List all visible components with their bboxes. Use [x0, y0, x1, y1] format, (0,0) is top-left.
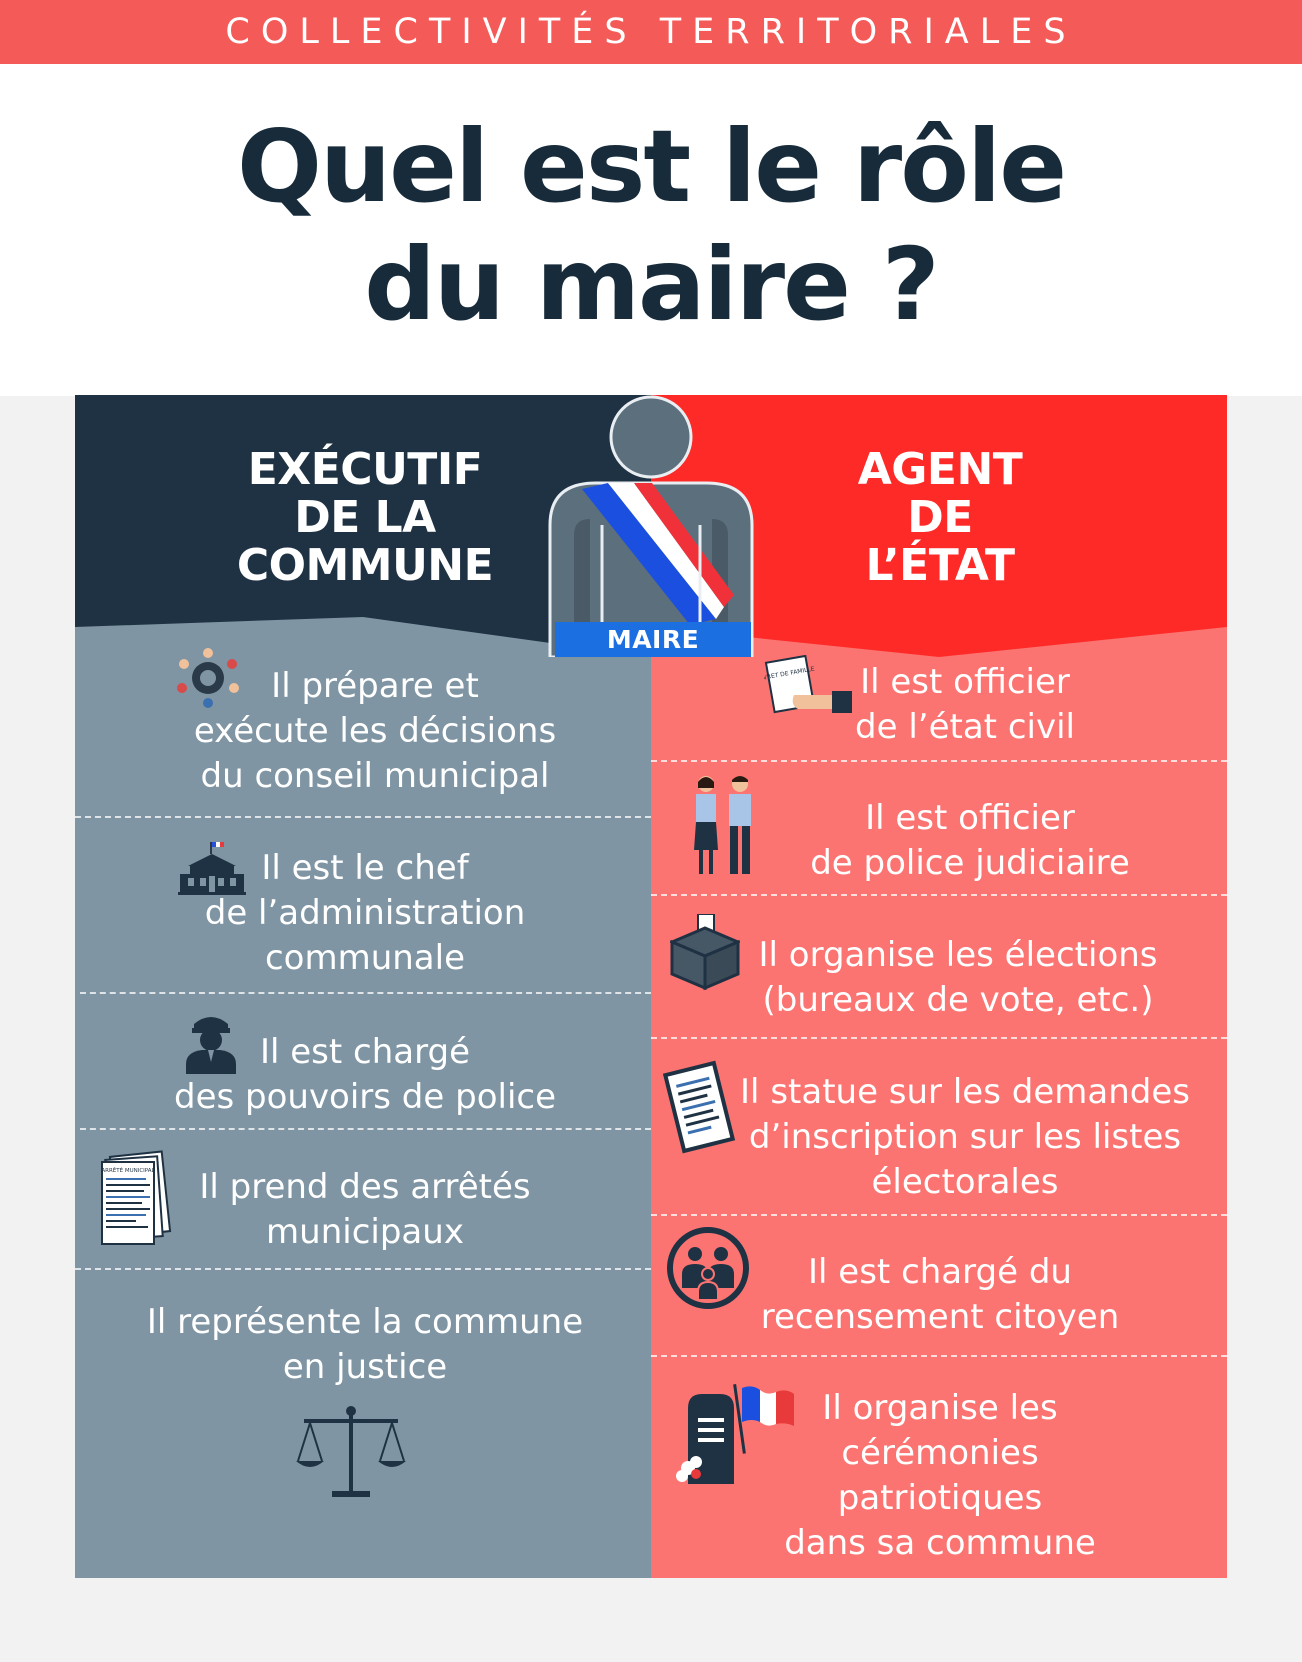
right-item-text: cérémonies [841, 1433, 1039, 1473]
left-item-text: en justice [282, 1347, 448, 1387]
left-heading-line: EXÉCUTIF [247, 444, 483, 495]
divider [80, 1128, 651, 1130]
right-item-text: Il organise les élections [758, 935, 1158, 975]
column-headers [75, 395, 1227, 657]
divider [651, 1355, 1227, 1357]
ballot-box-icon [670, 914, 740, 990]
left-heading-line: COMMUNE [236, 540, 494, 591]
left-item-text: Il représente la commune [146, 1302, 584, 1342]
police-officers-icon [694, 776, 751, 874]
divider [651, 1214, 1227, 1216]
category-banner: COLLECTIVITÉS TERRITORIALES [0, 0, 1302, 64]
left-item-text: Il prend des arrêtés [199, 1167, 531, 1207]
family-booklet-icon: LIVRET DE FAMILLE [764, 655, 852, 714]
right-item-text: Il est chargé du [808, 1252, 1072, 1292]
right-item-text: d’inscription sur les listes [748, 1117, 1182, 1157]
right-item-text: recensement citoyen [760, 1297, 1120, 1337]
right-heading: AGENT DE L’ÉTAT [790, 446, 1090, 590]
right-item-text: Il organise les [822, 1388, 1058, 1428]
electoral-list-icon [662, 1060, 736, 1154]
divider [651, 760, 1227, 762]
right-item-text: de police judiciaire [810, 843, 1130, 883]
left-heading: EXÉCUTIF DE LA COMMUNE [185, 446, 545, 590]
mayor-icon [548, 395, 754, 657]
memorial-flag-icon [676, 1384, 794, 1484]
right-heading-line: DE [907, 492, 973, 543]
left-item-text: Il est le chef [261, 848, 469, 888]
right-item-text: patriotiques [837, 1478, 1043, 1518]
right-item-text: Il est officier [860, 662, 1070, 702]
left-item-text: exécute les décisions [193, 711, 557, 751]
right-heading-line: AGENT [857, 444, 1023, 495]
right-item-text: dans sa commune [784, 1523, 1096, 1563]
police-officer-icon [186, 1017, 236, 1074]
right-heading-line: L’ÉTAT [865, 540, 1015, 591]
left-item-text: communale [264, 938, 466, 978]
right-header-shape [651, 395, 1227, 657]
scales-icon [296, 1406, 406, 1497]
left-item-text: des pouvoirs de police [173, 1077, 557, 1117]
family-icon [667, 1227, 749, 1309]
right-item-text: électorales [871, 1162, 1059, 1202]
title-line-1: Quel est le rôle [236, 108, 1067, 225]
left-heading-line: DE LA [294, 492, 436, 543]
left-item-text: du conseil municipal [200, 756, 550, 796]
town-hall-icon [178, 842, 246, 895]
mayor-badge: MAIRE [555, 622, 751, 657]
divider [651, 894, 1227, 896]
right-item-text: Il est officier [865, 798, 1075, 838]
title-line-2: du maire ? [364, 226, 940, 343]
right-item-text: Il statue sur les demandes [740, 1072, 1190, 1112]
decree-icon: ARRÊTÉ MUNICIPAL [101, 1150, 172, 1245]
left-item-text: municipaux [266, 1212, 464, 1252]
left-item-text: Il est chargé [259, 1032, 470, 1072]
divider [80, 992, 651, 994]
divider [75, 1268, 651, 1270]
right-item-text: (bureaux de vote, etc.) [762, 980, 1154, 1020]
divider [75, 816, 651, 818]
decree-icon-label: ARRÊTÉ MUNICIPAL [101, 1166, 155, 1174]
council-icon [177, 648, 239, 708]
right-item-text: de l’état civil [855, 707, 1075, 747]
left-item-text: de l’administration [204, 893, 526, 933]
left-item-text: Il prépare et [271, 666, 479, 706]
page-title: Quel est le rôle du maire ? [0, 108, 1302, 344]
left-header-shape [75, 395, 651, 657]
divider [651, 1037, 1227, 1039]
